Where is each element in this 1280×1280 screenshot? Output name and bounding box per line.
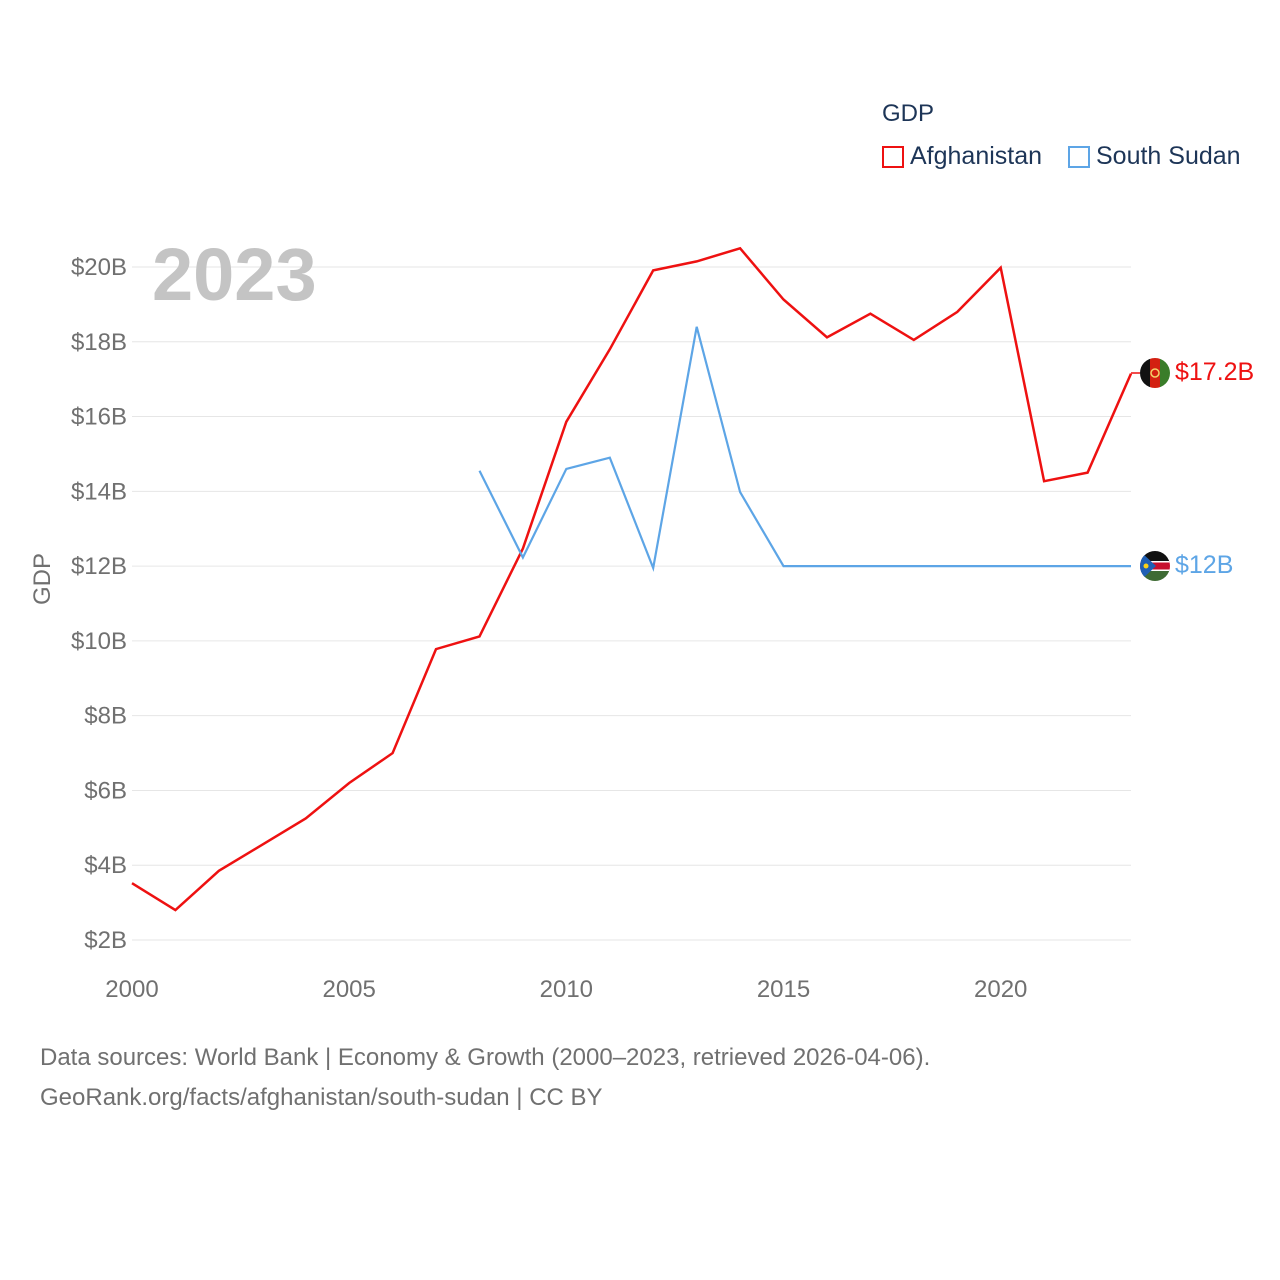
afghanistan-swatch bbox=[882, 145, 904, 168]
y-tick-label: $2B bbox=[84, 927, 127, 954]
south-sudan-swatch bbox=[1068, 145, 1090, 168]
grid-lines bbox=[132, 266, 1131, 941]
y-tick-label: $14B bbox=[71, 478, 127, 505]
x-axis-ticks: 2000 2005 2010 2015 2020 bbox=[105, 976, 1027, 1003]
afghanistan-flag-icon bbox=[1140, 358, 1170, 388]
y-tick-label: $12B bbox=[71, 553, 127, 580]
afghanistan-end-label: $17.2B bbox=[1175, 358, 1254, 386]
series-line-afghanistan bbox=[131, 246, 1133, 912]
y-tick-label: $4B bbox=[84, 852, 127, 879]
y-tick-label: $16B bbox=[71, 404, 127, 431]
series-line-south-sudan bbox=[478, 326, 1131, 573]
y-tick-label: $10B bbox=[71, 628, 127, 655]
legend-title: GDP bbox=[882, 100, 935, 127]
year-watermark: 2023 bbox=[152, 233, 317, 316]
legend-label-south-sudan: South Sudan bbox=[1096, 142, 1241, 170]
y-tick-label: $18B bbox=[71, 329, 127, 356]
south-sudan-flag-icon bbox=[1140, 551, 1170, 581]
x-tick-label: 2010 bbox=[540, 976, 593, 1003]
x-tick-label: 2005 bbox=[322, 976, 375, 1003]
source-line-2[interactable]: GeoRank.org/facts/afghanistan/south-suda… bbox=[40, 1084, 603, 1111]
y-tick-label: $20B bbox=[71, 254, 127, 281]
legend-item-south-sudan[interactable]: South Sudan bbox=[1068, 142, 1241, 171]
x-tick-label: 2020 bbox=[974, 976, 1027, 1003]
legend-item-afghanistan[interactable]: Afghanistan bbox=[882, 142, 1042, 171]
series-lines bbox=[131, 246, 1133, 912]
y-tick-label: $8B bbox=[84, 703, 127, 730]
source-line-1: Data sources: World Bank | Economy & Gro… bbox=[40, 1044, 931, 1071]
legend-label-afghanistan: Afghanistan bbox=[910, 142, 1043, 170]
y-tick-label: $6B bbox=[84, 777, 127, 804]
x-tick-label: 2015 bbox=[757, 976, 810, 1003]
y-axis-ticks: $2B $4B $6B $8B $10B $12B $14B $16B $18B $20B bbox=[71, 254, 127, 954]
south-sudan-end-label: $12B bbox=[1175, 551, 1233, 579]
x-tick-label: 2000 bbox=[105, 976, 158, 1003]
y-axis-label: GDP bbox=[29, 553, 56, 605]
